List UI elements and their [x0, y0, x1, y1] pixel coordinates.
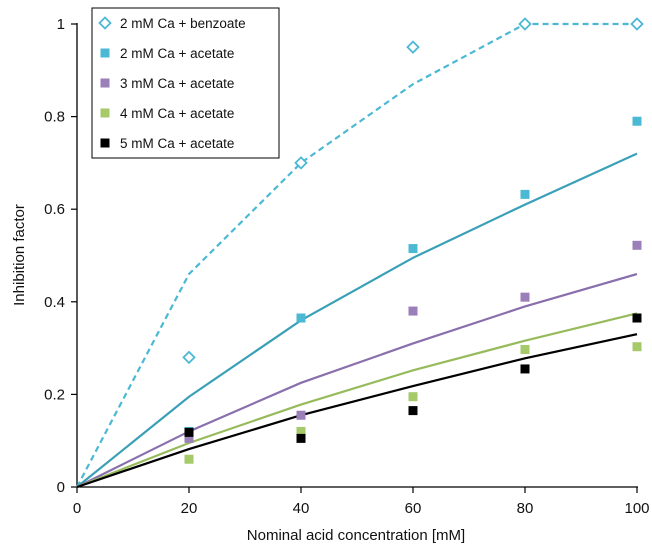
data-point-s1	[182, 350, 196, 365]
fit-lines	[76, 22, 638, 489]
data-points	[182, 17, 644, 464]
y-tick-label: 0.8	[44, 109, 65, 126]
data-point-s3	[296, 410, 306, 420]
data-point-s1	[294, 156, 308, 170]
data-point-s2	[408, 244, 418, 254]
axes	[71, 23, 638, 493]
fit-line-1	[76, 22, 637, 488]
data-point-s5	[296, 433, 306, 443]
x-tick-label: 0	[73, 500, 81, 517]
data-point-s3	[408, 306, 418, 316]
data-point-s3	[632, 240, 642, 250]
legend-label-1: 2 mM Ca + benzoate	[120, 16, 246, 31]
x-axis-label: Nominal acid concentration [mM]	[247, 527, 465, 544]
data-point-s4	[632, 342, 642, 352]
y-axis-label: Inhibition factor	[11, 204, 28, 306]
x-tick-label: 20	[181, 500, 198, 517]
legend-label-5: 5 mM Ca + acetate	[120, 136, 234, 151]
legend-marker-5	[100, 138, 110, 148]
data-point-s1	[518, 17, 532, 31]
fit-line-4	[76, 312, 638, 489]
data-point-s1	[630, 17, 644, 31]
data-point-s2	[296, 313, 306, 323]
data-point-s4	[296, 426, 306, 436]
data-point-s3	[520, 292, 530, 302]
y-tick-label: 0	[57, 479, 65, 496]
legend-box	[91, 7, 280, 159]
data-point-s5	[184, 427, 194, 437]
fit-line-5	[76, 333, 638, 489]
data-point-s4	[184, 454, 194, 464]
legend-label-3: 3 mM Ca + acetate	[120, 76, 234, 91]
legend-marker-1	[98, 16, 112, 30]
data-point-s2	[632, 116, 642, 126]
fit-line-2	[76, 152, 638, 488]
x-tick-label: 60	[405, 500, 422, 517]
y-tick-label: 0.4	[44, 294, 65, 311]
x-tick-label: 100	[624, 500, 649, 517]
legend: 2 mM Ca + benzoate 2 mM Ca + acetate 3 mM …	[91, 7, 280, 159]
y-tick-label: 0.6	[44, 201, 65, 218]
data-point-s5	[520, 364, 530, 374]
data-point-s5	[632, 313, 642, 323]
legend-marker-4	[100, 108, 110, 118]
legend-label-2: 2 mM Ca + acetate	[120, 46, 234, 61]
data-point-s3	[184, 433, 194, 443]
legend-marker-2	[100, 48, 110, 58]
data-point-s5	[408, 406, 418, 416]
tick-labels: 0 20 40 60 80 100 0 0.2 0.4 0.6 0.8 1	[44, 16, 649, 517]
y-tick-label: 0.2	[44, 386, 65, 403]
data-point-s1	[406, 40, 420, 54]
y-tick-label: 1	[57, 16, 65, 33]
fit-line-3	[76, 272, 638, 488]
legend-marker-3	[100, 78, 110, 88]
data-point-s4	[408, 392, 418, 402]
legend-label-4: 4 mM Ca + acetate	[120, 106, 234, 121]
data-point-s2	[520, 189, 530, 199]
x-tick-label: 80	[517, 500, 534, 517]
x-tick-label: 40	[293, 500, 310, 517]
data-point-s4	[520, 344, 530, 354]
